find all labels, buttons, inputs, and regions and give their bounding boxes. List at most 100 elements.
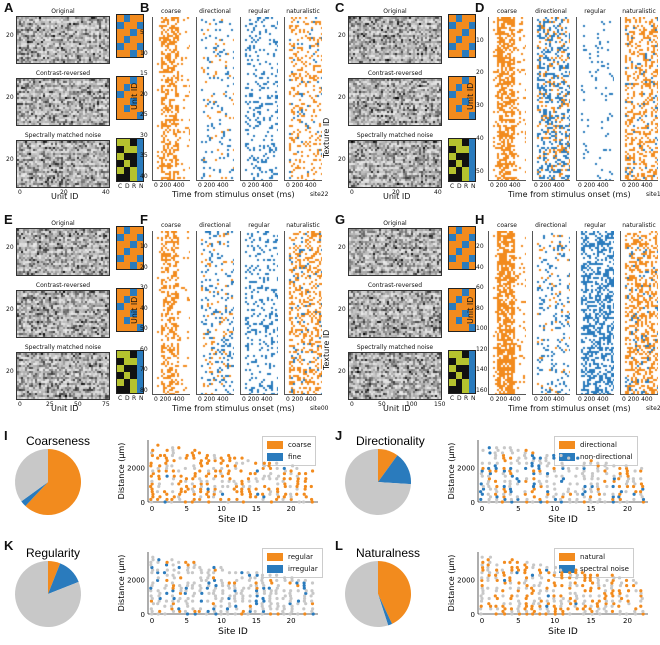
heatmap-title: Original	[383, 220, 407, 227]
grid-cell	[455, 84, 462, 91]
raster-title: directional	[199, 222, 231, 229]
scatter-point	[480, 469, 484, 473]
scatter-point	[531, 459, 535, 463]
scatter-point	[172, 474, 176, 478]
scatter-point	[522, 453, 527, 458]
grid-cell	[117, 43, 124, 50]
raster-ytick: 40	[140, 172, 148, 180]
grid-cell	[130, 174, 137, 181]
scatter-point	[625, 583, 629, 588]
scatter-point	[517, 456, 521, 460]
scatter-point	[618, 471, 622, 476]
scatter-point	[575, 466, 579, 471]
scatter-point	[532, 487, 536, 491]
scatter-point	[561, 492, 566, 496]
scatter-point	[212, 466, 216, 471]
raster-ytick: 50	[140, 325, 148, 333]
scatter-point	[503, 581, 507, 585]
grid-cell	[468, 358, 475, 365]
scatter-point	[545, 495, 549, 499]
scatter-point	[268, 604, 272, 608]
scatter-point	[581, 492, 585, 496]
scatter-point	[525, 500, 529, 504]
scatter-point	[296, 612, 300, 616]
scatter-point	[206, 576, 210, 580]
scatter-point	[192, 560, 196, 564]
scatter-point	[495, 568, 499, 572]
scatter-point	[240, 576, 244, 580]
scatter-point	[480, 576, 484, 580]
pie-slice	[21, 482, 48, 507]
scatter-point	[199, 487, 203, 491]
scatter-point	[595, 609, 599, 614]
grid-cell	[468, 296, 475, 303]
scatter-point	[538, 563, 543, 567]
scatter-point	[508, 586, 512, 590]
grid-cell	[455, 167, 462, 174]
scatter-point	[596, 500, 600, 504]
scatter-point	[288, 612, 292, 616]
scatter-point	[517, 612, 522, 616]
scatter-point	[260, 602, 264, 606]
scatter-point	[170, 497, 174, 502]
tick-label: 50	[74, 401, 82, 408]
scatter-point	[538, 573, 542, 577]
grid-cell	[117, 146, 124, 153]
scatter-legend: coarse fine	[262, 436, 317, 466]
scatter-point	[486, 568, 490, 572]
grid-cell	[117, 255, 124, 262]
scatter-point	[199, 459, 203, 463]
scatter-point	[213, 594, 218, 598]
scatter-point	[610, 581, 614, 585]
scatter-point	[267, 586, 271, 590]
scatter-point	[581, 594, 586, 598]
x-tick-label: 10	[217, 505, 226, 513]
scatter-point	[288, 492, 293, 496]
x-tick-label: 15	[587, 505, 596, 513]
scatter-point	[233, 599, 237, 603]
scatter-point	[193, 563, 197, 567]
grid-cell	[136, 365, 143, 372]
scatter-point	[640, 495, 644, 499]
scatter-point	[207, 471, 211, 476]
scatter-point	[495, 586, 499, 590]
scatter-point	[525, 594, 529, 598]
raster-xticks: 0 200 400	[578, 396, 609, 403]
scatter-point	[539, 484, 543, 489]
scatter-point	[254, 477, 258, 481]
scatter-point	[214, 469, 218, 473]
scatter-point	[183, 490, 187, 494]
scatter-point	[282, 612, 286, 616]
grid-cell	[455, 324, 462, 331]
grid-cell	[462, 43, 469, 50]
scatter-point	[516, 609, 521, 614]
scatter-point	[214, 596, 218, 601]
scatter-point	[227, 596, 231, 601]
scatter-point	[523, 492, 527, 496]
grid-cell	[449, 372, 456, 379]
scatter-point	[255, 586, 259, 590]
grid-cell	[462, 324, 469, 331]
scatter-point	[254, 581, 258, 585]
scatter-point	[493, 492, 498, 496]
scatter-point	[281, 596, 285, 601]
scatter-point	[177, 446, 181, 450]
scatter-point	[198, 565, 202, 570]
scatter-point	[184, 456, 188, 460]
scatter-point	[568, 586, 572, 590]
scatter-point	[509, 497, 513, 502]
tick-label: 100	[406, 401, 418, 408]
scatter-point	[633, 609, 637, 614]
grid-cell	[468, 351, 475, 358]
scatter-point	[262, 495, 266, 499]
legend-entry: irregular	[267, 563, 318, 575]
heatmap-ylabel: Texture ID	[322, 117, 331, 158]
scatter-point	[552, 495, 556, 499]
grid-label: R	[132, 395, 137, 402]
scatter-point	[255, 479, 259, 483]
scatter-point	[503, 459, 507, 463]
raster-ylabel: Unit ID	[130, 296, 139, 324]
grid-cell	[455, 50, 462, 57]
grid-cell	[449, 386, 456, 393]
grid-cell	[136, 105, 143, 112]
